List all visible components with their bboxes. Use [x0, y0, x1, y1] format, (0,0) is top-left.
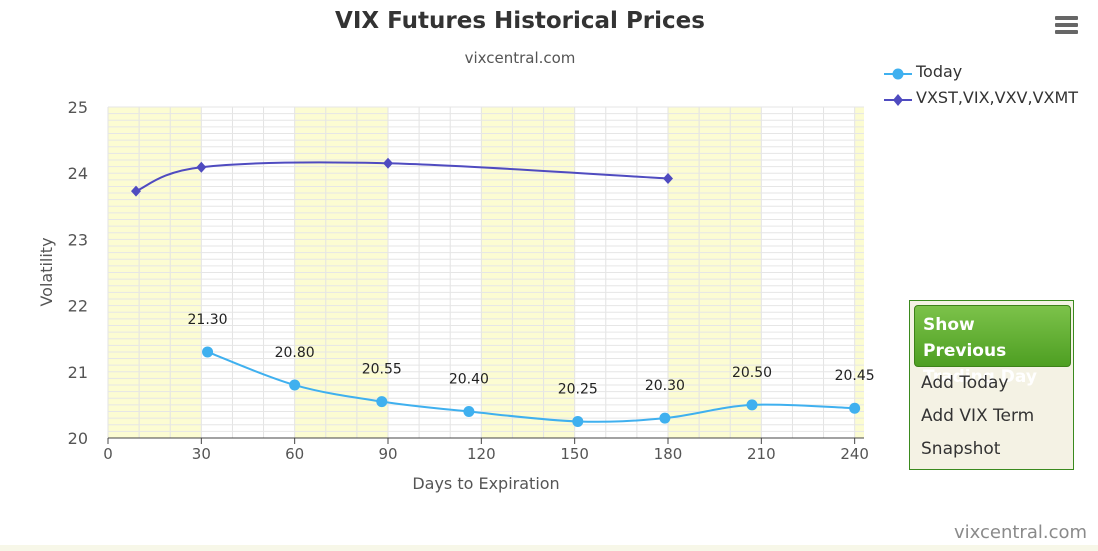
- y-tick-label: 24: [68, 164, 88, 183]
- data-point: [746, 399, 758, 411]
- series-line-term-structure: [135, 161, 669, 193]
- legend-label: Today: [916, 62, 963, 81]
- menu-bar: [1055, 16, 1078, 20]
- bottom-strip: [0, 545, 1098, 551]
- x-tick-label: 210: [747, 445, 776, 463]
- y-tick-label: 22: [68, 297, 88, 316]
- data-point: [663, 172, 673, 184]
- chart-legend: Today VXST,VIX,VXV,VXMT: [884, 62, 1078, 114]
- menu-bar: [1055, 30, 1078, 34]
- y-tick-label: 23: [68, 230, 88, 249]
- data-point: [383, 157, 393, 169]
- data-point: [202, 346, 214, 358]
- data-point: [376, 396, 388, 408]
- y-tick-label: 25: [68, 98, 88, 117]
- add-vix-term-link[interactable]: Add VIX Term: [921, 406, 1035, 426]
- chart-subtitle: vixcentral.com: [464, 49, 576, 67]
- data-point: [463, 406, 475, 418]
- snapshot-link[interactable]: Snapshot: [921, 439, 1001, 459]
- data-label: 20.30: [645, 378, 685, 394]
- data-label: 20.80: [275, 345, 315, 361]
- x-tick-label: 120: [467, 445, 496, 463]
- legend-circle-marker-icon: [884, 68, 912, 80]
- data-label: 21.30: [188, 312, 228, 328]
- data-point: [659, 412, 671, 424]
- footer-credit: vixcentral.com: [954, 522, 1088, 543]
- x-axis-title: Days to Expiration: [412, 474, 559, 493]
- data-point: [572, 415, 584, 427]
- data-point: [131, 185, 141, 197]
- hamburger-menu-icon[interactable]: [1052, 12, 1082, 38]
- data-label: 20.55: [362, 362, 402, 378]
- menu-bar: [1055, 23, 1078, 27]
- legend-diamond-marker-icon: [884, 94, 912, 106]
- data-label: 20.40: [449, 372, 489, 388]
- legend-item-today[interactable]: Today: [884, 62, 1078, 88]
- legend-label: VXST,VIX,VXV,VXMT: [916, 88, 1079, 107]
- x-tick-label: 180: [654, 445, 683, 463]
- data-point: [289, 379, 301, 391]
- data-label: 20.45: [835, 368, 875, 384]
- data-label: 20.25: [558, 381, 598, 397]
- y-tick-label: 20: [68, 429, 88, 448]
- y-axis-title: Volatility: [37, 237, 56, 306]
- y-tick-label: 21: [68, 363, 88, 382]
- data-label: 20.50: [732, 365, 772, 381]
- legend-item-term-structure[interactable]: VXST,VIX,VXV,VXMT: [884, 88, 1078, 114]
- chart-title: VIX Futures Historical Prices: [335, 8, 705, 34]
- action-panel: Show Previous Trading Day Add Today Add …: [909, 300, 1074, 470]
- x-tick-label: 90: [378, 445, 397, 463]
- show-previous-trading-day-button[interactable]: Show Previous Trading Day: [914, 305, 1071, 387]
- x-tick-label: 60: [285, 445, 304, 463]
- x-tick-label: 30: [192, 445, 211, 463]
- x-tick-label: 0: [103, 445, 113, 463]
- data-point: [196, 161, 207, 173]
- add-today-link[interactable]: Add Today: [921, 373, 1009, 393]
- x-tick-label: 240: [840, 445, 869, 463]
- data-point: [849, 402, 861, 414]
- x-tick-label: 150: [560, 445, 589, 463]
